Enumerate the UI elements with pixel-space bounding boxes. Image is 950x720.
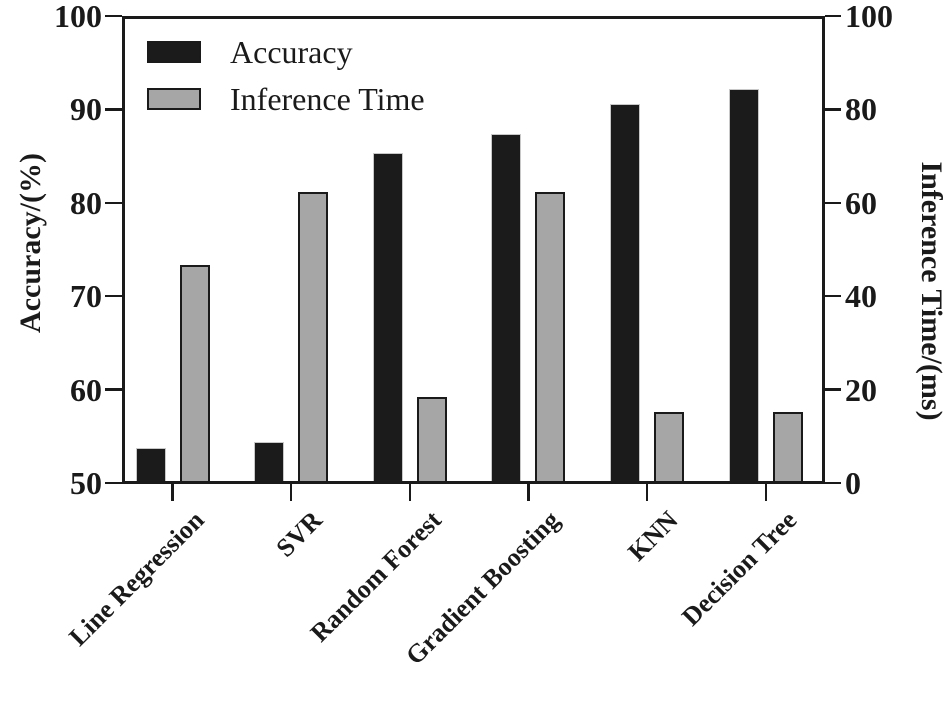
right-axis-tick-label-40: 40 — [845, 278, 877, 315]
left-axis-tick-label-80: 80 — [70, 184, 102, 221]
right-axis-tick-label-80: 80 — [845, 91, 877, 128]
accuracy-bar-svr — [254, 441, 285, 484]
accuracy-bar-gradient-boosting — [491, 133, 522, 484]
left-axis-tick-60 — [105, 388, 122, 391]
right-axis-tick-60 — [825, 201, 841, 205]
right-axis-tick-label-0: 0 — [845, 465, 861, 501]
legend-item-accuracy: Accuracy — [147, 35, 353, 69]
x-axis-tick-knn — [645, 483, 649, 501]
left-axis-tick-70 — [105, 294, 122, 298]
x-axis-tick-random-forest — [408, 483, 412, 501]
inference-time-bar-decision-tree — [772, 412, 803, 484]
x-tick-label-line-regression: Line Regression — [62, 505, 210, 652]
x-axis-tick-line-regression — [171, 483, 174, 501]
x-tick-label-decision-tree: Decision Tree — [676, 505, 803, 632]
left-axis-tick-80 — [105, 201, 122, 205]
right-axis-tick-80 — [825, 108, 841, 111]
legend-label-accuracy: Accuracy — [230, 34, 353, 70]
legend-swatch-accuracy — [147, 41, 201, 63]
accuracy-bar-knn — [610, 103, 641, 484]
left-axis-tick-100 — [105, 14, 122, 18]
legend-swatch-inference-time — [147, 88, 201, 110]
left-axis-tick-50 — [105, 481, 122, 485]
right-axis-tick-0 — [825, 481, 841, 485]
x-axis-tick-svr — [289, 483, 293, 501]
inference-time-bar-random-forest — [416, 396, 447, 484]
right-axis-title: Inference Time/(ms) — [915, 161, 948, 421]
right-axis-tick-label-20: 20 — [845, 371, 877, 408]
inference-time-bar-svr — [298, 191, 329, 484]
inference-time-bar-line-regression — [179, 264, 210, 484]
left-axis-title: Accuracy/(%) — [14, 153, 47, 333]
left-axis-tick-label-60: 60 — [70, 371, 102, 408]
inference-time-bar-knn — [654, 412, 685, 484]
left-axis-tick-label-90: 90 — [70, 91, 102, 128]
left-axis-tick-90 — [105, 108, 122, 111]
right-axis-tick-label-60: 60 — [845, 184, 877, 221]
inference-time-bar-gradient-boosting — [535, 191, 566, 484]
x-axis-tick-decision-tree — [764, 483, 768, 501]
accuracy-bar-decision-tree — [728, 88, 759, 484]
legend-item-inference-time: Inference Time — [147, 82, 425, 116]
accuracy-bar-line-regression — [135, 447, 166, 484]
right-axis-tick-40 — [825, 294, 841, 298]
right-axis-tick-20 — [825, 388, 841, 391]
left-axis-tick-label-50: 50 — [70, 465, 102, 501]
legend-label-inference-time: Inference Time — [230, 81, 425, 117]
x-tick-label-knn: KNN — [622, 505, 684, 567]
right-axis-tick-label-100: 100 — [845, 0, 893, 34]
x-axis-tick-gradient-boosting — [527, 483, 530, 501]
x-tick-label-svr: SVR — [270, 505, 328, 563]
right-axis-tick-100 — [825, 14, 841, 18]
left-axis-tick-label-100: 100 — [54, 0, 102, 34]
accuracy-bar-random-forest — [372, 153, 403, 484]
left-axis-tick-label-70: 70 — [70, 278, 102, 315]
